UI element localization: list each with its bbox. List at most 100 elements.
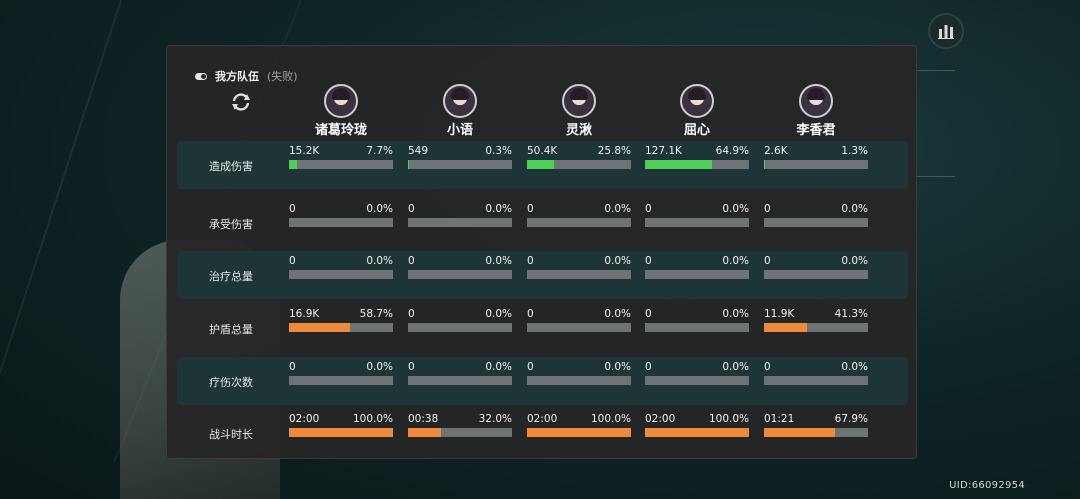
stat-percent: 0.0% xyxy=(485,203,512,215)
stat-value: 0 xyxy=(645,255,652,267)
stat-percent: 0.0% xyxy=(841,255,868,267)
stat-cell: 00:38 32.0% xyxy=(408,413,512,443)
stat-percent: 41.3% xyxy=(834,308,868,320)
stat-percent: 0.0% xyxy=(366,255,393,267)
member-name: 小语 xyxy=(446,123,473,138)
stat-percent: 32.0% xyxy=(478,413,512,425)
stat-percent: 0.0% xyxy=(485,308,512,320)
stat-cell: 0 0.0% xyxy=(527,255,631,285)
stat-bar-fill xyxy=(645,428,749,437)
stat-cell: 0 0.0% xyxy=(645,203,749,233)
panel-header: 我方队伍 (失败) xyxy=(195,68,298,84)
stat-cell: 0 0.0% xyxy=(764,255,868,285)
stat-cell: 0 0.0% xyxy=(289,255,393,285)
stat-percent: 100.0% xyxy=(708,413,749,425)
user-id: UID:66092954 xyxy=(949,480,1025,491)
stat-bar-track xyxy=(289,323,393,332)
stat-percent: 0.0% xyxy=(366,361,393,373)
refresh-icon[interactable] xyxy=(228,91,254,113)
stat-cell: 0 0.0% xyxy=(408,203,512,233)
stat-cell: 0 0.0% xyxy=(289,361,393,391)
stat-percent: 0.0% xyxy=(485,361,512,373)
avatar[interactable] xyxy=(324,84,358,118)
stat-percent: 25.8% xyxy=(597,145,631,157)
stat-value: 02:00 xyxy=(289,413,320,425)
stat-cell: 0 0.0% xyxy=(527,361,631,391)
stat-value: 0 xyxy=(527,308,534,320)
stat-row-label: 治疗总量 xyxy=(209,270,253,283)
avatar[interactable] xyxy=(443,84,477,118)
team-title: 我方队伍 xyxy=(215,70,259,83)
stat-cell: 50.4K 25.8% xyxy=(527,145,631,175)
stat-bar-track xyxy=(289,160,393,169)
stat-percent: 0.0% xyxy=(722,203,749,215)
stat-value: 0 xyxy=(527,203,534,215)
stat-bar-track xyxy=(645,376,749,385)
stat-bar-track xyxy=(527,218,631,227)
stat-value: 15.2K xyxy=(289,145,320,157)
avatar[interactable] xyxy=(562,84,596,118)
stat-bar-fill xyxy=(289,160,297,169)
stat-percent: 0.0% xyxy=(604,308,631,320)
stat-bar-track xyxy=(408,323,512,332)
member-name: 灵湫 xyxy=(565,123,592,138)
stat-cell: 127.1K 64.9% xyxy=(645,145,749,175)
stat-value: 01:21 xyxy=(764,413,795,425)
stat-percent: 0.0% xyxy=(604,255,631,267)
battle-stats-panel: 我方队伍 (失败) 诸葛玲珑 小语 灵湫 屈心 李香君 造成伤害 15.2K 7.7% 549… xyxy=(166,45,917,459)
stat-value: 0 xyxy=(408,361,415,373)
member-card: 李香君 xyxy=(764,84,868,138)
stat-percent: 0.0% xyxy=(722,361,749,373)
stat-cell: 02:00 100.0% xyxy=(527,413,631,443)
avatar[interactable] xyxy=(680,84,714,118)
stat-value: 0 xyxy=(289,203,296,215)
stat-percent: 64.9% xyxy=(715,145,749,157)
stat-value: 549 xyxy=(408,145,429,157)
member-card: 小语 xyxy=(408,84,512,138)
stat-value: 50.4K xyxy=(527,145,558,157)
stat-value: 127.1K xyxy=(645,145,682,157)
stat-percent: 1.3% xyxy=(841,145,868,157)
stat-bar-track xyxy=(764,323,868,332)
stat-bar-track xyxy=(289,218,393,227)
stat-bar-fill xyxy=(764,323,807,332)
stat-row-label: 护盾总量 xyxy=(209,323,253,336)
stat-value: 11.9K xyxy=(764,308,795,320)
member-card: 诸葛玲珑 xyxy=(289,84,393,138)
member-name: 李香君 xyxy=(796,123,836,138)
stat-percent: 0.0% xyxy=(722,308,749,320)
stat-value: 0 xyxy=(408,203,415,215)
stat-cell: 0 0.0% xyxy=(645,255,749,285)
stat-bar-track xyxy=(645,428,749,437)
stat-bar-track xyxy=(645,218,749,227)
stat-percent: 100.0% xyxy=(352,413,393,425)
member-name: 屈心 xyxy=(683,123,710,138)
toggle-icon[interactable] xyxy=(195,72,207,80)
stat-percent: 0.0% xyxy=(485,255,512,267)
stat-value: 0 xyxy=(764,255,771,267)
stat-bar-track xyxy=(408,218,512,227)
stat-bar-fill xyxy=(527,428,631,437)
avatar[interactable] xyxy=(799,84,833,118)
stat-bar-track xyxy=(764,160,868,169)
bar-chart-icon[interactable] xyxy=(928,13,964,49)
stat-row: 战斗时长 02:00 100.0% 00:38 32.0% 02:00 100.0% 02:0… xyxy=(167,409,916,457)
stat-value: 0 xyxy=(408,308,415,320)
stat-bar-fill xyxy=(527,160,554,169)
stat-row-label: 疗伤次数 xyxy=(209,376,253,389)
stat-value: 0 xyxy=(289,255,296,267)
stat-cell: 0 0.0% xyxy=(764,203,868,233)
stat-row: 承受伤害 0 0.0% 0 0.0% 0 0.0% 0 0.0% 0 0.0% xyxy=(167,199,916,247)
stat-bar-track xyxy=(527,376,631,385)
stat-percent: 0.0% xyxy=(366,203,393,215)
stat-percent: 0.0% xyxy=(841,361,868,373)
stat-row-label: 战斗时长 xyxy=(209,428,253,441)
stat-bar-track xyxy=(645,323,749,332)
stat-row: 疗伤次数 0 0.0% 0 0.0% 0 0.0% 0 0.0% 0 0.0% xyxy=(177,357,908,405)
stat-cell: 0 0.0% xyxy=(408,255,512,285)
stat-bar-fill xyxy=(408,428,442,437)
stat-cell: 0 0.0% xyxy=(645,361,749,391)
stat-cell: 0 0.0% xyxy=(408,361,512,391)
stat-percent: 100.0% xyxy=(590,413,631,425)
stat-bar-fill xyxy=(289,428,393,437)
